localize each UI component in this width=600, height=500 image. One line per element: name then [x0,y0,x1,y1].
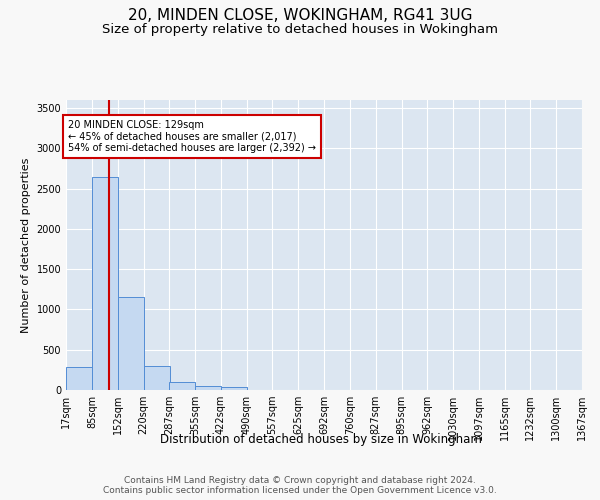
Text: Distribution of detached houses by size in Wokingham: Distribution of detached houses by size … [160,432,482,446]
Bar [221,387,247,390]
Text: Size of property relative to detached houses in Wokingham: Size of property relative to detached ho… [102,22,498,36]
Bar [118,298,143,390]
Text: 20, MINDEN CLOSE, WOKINGHAM, RG41 3UG: 20, MINDEN CLOSE, WOKINGHAM, RG41 3UG [128,8,472,22]
Bar [92,176,118,390]
Bar [169,382,195,390]
Y-axis label: Number of detached properties: Number of detached properties [21,158,31,332]
Text: Contains HM Land Registry data © Crown copyright and database right 2024.
Contai: Contains HM Land Registry data © Crown c… [103,476,497,495]
Bar [143,366,170,390]
Bar [66,366,92,390]
Bar [195,386,221,390]
Text: 20 MINDEN CLOSE: 129sqm
← 45% of detached houses are smaller (2,017)
54% of semi: 20 MINDEN CLOSE: 129sqm ← 45% of detache… [68,120,316,154]
